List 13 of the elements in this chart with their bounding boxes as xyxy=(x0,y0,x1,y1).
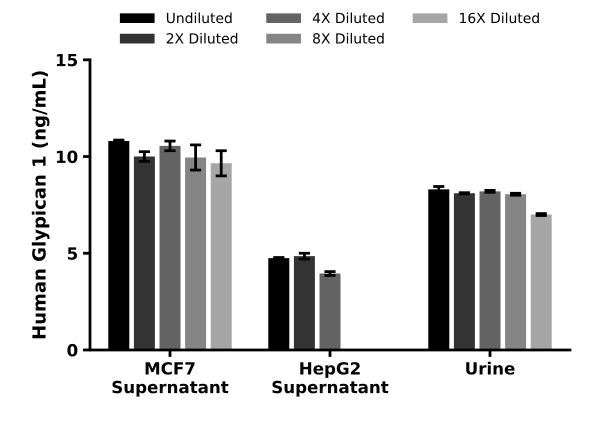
y-axis-title: Human Glypican 1 (ng/mL) xyxy=(32,71,50,338)
x-tick-label: HepG2 Supernatant xyxy=(272,362,388,397)
legend-label: 16X Diluted xyxy=(460,12,539,24)
x-tick-label: MCF7 Supernatant xyxy=(112,362,228,397)
y-tick-label: 0 xyxy=(67,344,78,357)
legend-label: 8X Diluted xyxy=(313,32,384,44)
y-tick-label: 15 xyxy=(56,54,78,66)
legend-label: 2X Diluted xyxy=(166,32,238,44)
legend-label: Undiluted xyxy=(166,12,232,24)
y-tick-label: 10 xyxy=(56,150,78,164)
legend-label: 4X Diluted xyxy=(312,12,384,24)
x-tick-label: Urine xyxy=(466,362,515,375)
y-tick-label: 5 xyxy=(68,247,78,260)
